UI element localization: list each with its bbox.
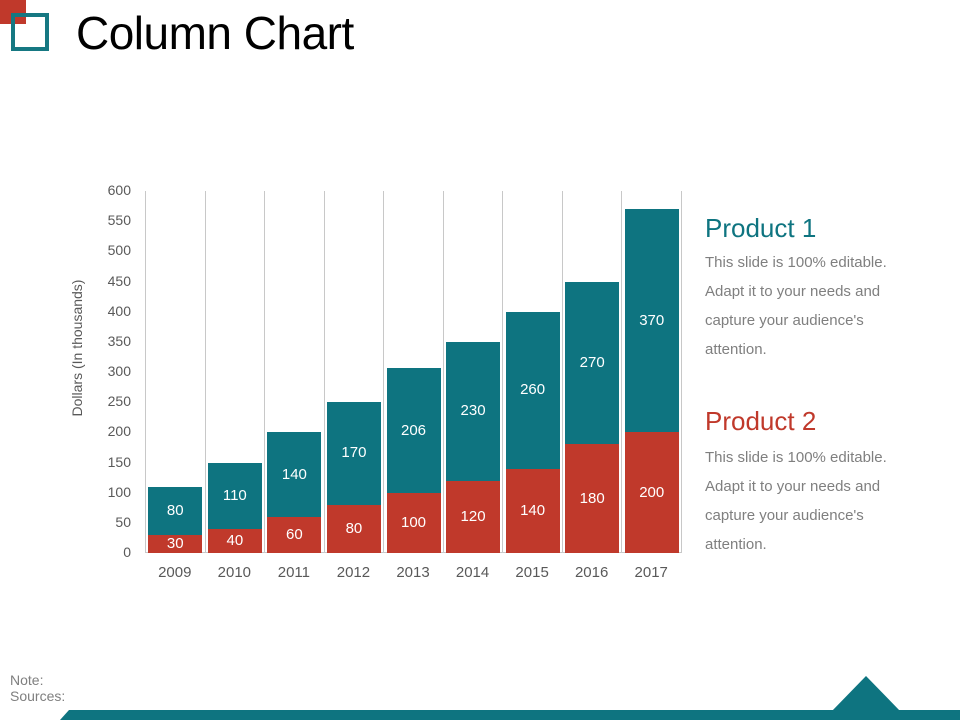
x-tick-label: 2010 — [217, 564, 252, 581]
desc-line: attention. — [705, 536, 767, 553]
x-tick-label: 2016 — [574, 564, 609, 581]
gridline — [443, 191, 444, 553]
y-tick-label: 150 — [107, 453, 131, 470]
bar-product1-2016: 270 — [565, 281, 620, 445]
desc-line: capture your audience's — [705, 507, 864, 524]
data-label: 260 — [520, 381, 546, 399]
bar-product1-2010: 110 — [207, 462, 262, 529]
y-tick-label: 200 — [107, 423, 131, 440]
note-label: Note: — [10, 672, 44, 688]
x-tick-label: 2012 — [336, 564, 371, 581]
x-tick-label: 2013 — [396, 564, 430, 581]
data-label: 180 — [579, 489, 605, 507]
y-tick-label: 500 — [107, 242, 131, 259]
data-label: 40 — [226, 531, 244, 549]
data-label: 120 — [460, 507, 486, 525]
data-label: 170 — [341, 444, 367, 462]
gridline — [562, 191, 563, 553]
desc-line: capture your audience's — [705, 312, 864, 329]
bar-product2-2015: 140 — [505, 468, 560, 553]
bar-product2-2017: 200 — [624, 432, 679, 553]
desc-line: This slide is 100% editable. — [705, 254, 887, 271]
data-label: 230 — [460, 402, 486, 420]
y-tick-label: 300 — [107, 363, 131, 379]
y-tick-label: 250 — [107, 393, 131, 410]
data-label: 80 — [345, 519, 363, 537]
gridline — [205, 191, 206, 553]
desc-line: attention. — [705, 341, 767, 358]
legend-product2-description: This slide is 100% editable. Adapt it to… — [705, 443, 945, 559]
gridline — [264, 191, 265, 553]
bar-product2-2010: 40 — [207, 528, 262, 553]
bar-product1-2015: 260 — [505, 311, 560, 469]
y-tick-label: 0 — [123, 544, 131, 560]
chart-plot-area: 30 80 40 110 60 140 80 170 100 206 120 230 140 260 180… — [145, 191, 682, 553]
gridline — [502, 191, 503, 553]
bar-product1-2012: 170 — [326, 402, 381, 505]
footer-notes: Note: Sources: — [10, 672, 65, 704]
data-label: 270 — [579, 353, 605, 371]
y-axis-label: Dollars (In thousands) — [69, 279, 85, 417]
data-label: 370 — [639, 311, 665, 329]
gridline — [621, 191, 622, 553]
x-tick-label: 2009 — [158, 564, 192, 581]
legend-product2-title: Product 2 — [705, 406, 817, 436]
bar-product2-2012: 80 — [326, 504, 381, 553]
bar-product2-2016: 180 — [565, 444, 620, 553]
desc-line: Adapt it to your needs and — [705, 478, 881, 495]
y-tick-label: 400 — [107, 302, 131, 319]
data-label: 80 — [166, 501, 184, 519]
bar-product2-2013: 100 — [386, 492, 441, 553]
y-tick-label: 350 — [107, 332, 131, 349]
y-tick-label: 600 — [107, 182, 131, 198]
page-title: Column Chart — [76, 7, 354, 59]
bar-product1-2013: 206 — [386, 368, 441, 493]
y-tick-label: 550 — [107, 212, 131, 229]
gridline — [681, 191, 682, 553]
bar-product2-2014: 120 — [446, 480, 501, 553]
footer-triangle-decoration — [831, 676, 901, 712]
gridline — [383, 191, 384, 553]
data-label: 30 — [166, 534, 184, 552]
x-tick-label: 2014 — [455, 564, 490, 581]
x-tick-label: 2011 — [277, 564, 310, 581]
legend-product1-description: This slide is 100% editable. Adapt it to… — [705, 248, 945, 364]
bar-product2-2011: 60 — [267, 516, 322, 553]
x-tick-label: 2015 — [515, 564, 549, 581]
footer-bar-decoration — [60, 710, 960, 720]
logo-outline-square — [11, 13, 49, 51]
sources-label: Sources: — [10, 688, 66, 704]
bar-product1-2011: 140 — [267, 432, 322, 517]
bar-product1-2017: 370 — [624, 209, 679, 433]
desc-line: This slide is 100% editable. — [705, 449, 887, 466]
legend-product1-title: Product 1 — [705, 213, 817, 243]
data-label: 140 — [520, 501, 546, 519]
data-label: 110 — [222, 486, 247, 504]
x-tick-label: 2017 — [634, 564, 668, 581]
data-label: 100 — [400, 513, 427, 531]
y-tick-label: 100 — [107, 483, 131, 500]
bar-product2-2009: 30 — [148, 534, 203, 553]
bar-product1-2009: 80 — [148, 486, 203, 535]
data-label: 200 — [639, 483, 665, 501]
data-label: 206 — [400, 421, 427, 439]
y-tick-label: 450 — [107, 272, 131, 289]
desc-line: Adapt it to your needs and — [705, 283, 881, 300]
data-label: 140 — [281, 465, 307, 483]
gridline — [324, 191, 325, 553]
gridline — [145, 191, 146, 553]
y-tick-label: 50 — [115, 513, 131, 530]
bar-product1-2014: 230 — [446, 341, 501, 481]
data-label: 60 — [286, 525, 303, 543]
